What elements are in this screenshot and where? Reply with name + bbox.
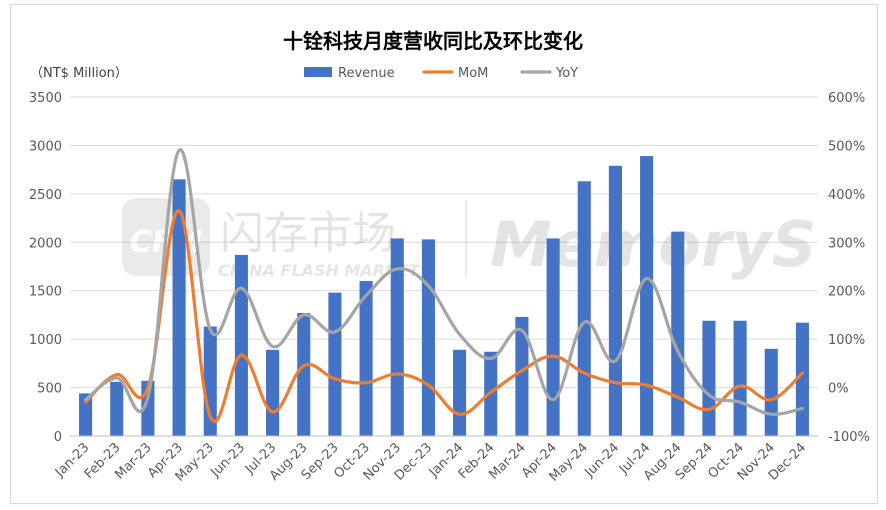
revenue-bar — [421, 239, 435, 436]
revenue-bar — [172, 179, 186, 437]
legend: Revenue MoM YoY — [304, 66, 578, 81]
watermark: CFM 闪存市场 CHINA FLASH MARKET MemoryS — [122, 198, 817, 281]
revenue-bar — [79, 393, 93, 436]
revenue-bar — [546, 238, 560, 436]
x-tick-label: Jun-23 — [208, 440, 249, 481]
revenue-bar — [359, 281, 373, 436]
y-tick-label: 0 — [54, 430, 62, 445]
revenue-bar — [702, 320, 716, 436]
legend-label-yoy: YoY — [555, 66, 578, 81]
gridlines — [70, 96, 818, 437]
revenue-bar — [640, 156, 654, 436]
legend-swatch-revenue — [304, 67, 332, 77]
mom-line — [83, 209, 805, 423]
watermark-cn-text: 闪存市场 — [220, 208, 396, 259]
chart-frame — [10, 4, 878, 504]
revenue-bar — [297, 312, 311, 436]
revenue-bar — [671, 231, 685, 436]
revenue-bar — [453, 349, 467, 436]
y2-tick-label: -100% — [828, 430, 870, 445]
watermark-en-text: CHINA FLASH MARKET — [218, 261, 420, 280]
y2-tick-label: 0% — [828, 382, 849, 397]
revenue-bar — [733, 320, 747, 436]
revenue-bar — [266, 349, 280, 436]
y-tick-label: 3500 — [29, 91, 62, 106]
y-tick-label: 2500 — [29, 188, 62, 203]
legend-label-revenue: Revenue — [338, 66, 395, 81]
y-tick-label: 3000 — [29, 139, 62, 154]
y2-tick-label: 100% — [828, 333, 865, 348]
revenue-bar — [608, 165, 622, 437]
chart-title: 十铨科技月度营收同比及环比变化 — [283, 29, 583, 53]
y-axis-unit-label: （NT$ Million） — [30, 66, 128, 81]
y-tick-label: 500 — [37, 382, 62, 397]
y2-tick-label: 600% — [828, 91, 865, 106]
revenue-bar — [515, 316, 529, 436]
y2-tick-label: 400% — [828, 188, 865, 203]
revenue-bar — [234, 254, 248, 436]
x-tick-label: Jun-24 — [582, 440, 623, 481]
revenue-bar — [390, 238, 404, 436]
yoy-line — [83, 148, 805, 416]
legend-label-mom: MoM — [458, 66, 488, 81]
revenue-bar — [764, 348, 778, 436]
watermark-brand-text: MemoryS — [490, 208, 817, 281]
y-tick-label: 1500 — [29, 285, 62, 300]
y-tick-label: 1000 — [29, 333, 62, 348]
revenue-bar — [328, 292, 342, 436]
y2-tick-label: 500% — [828, 139, 865, 154]
y-tick-label: 2000 — [29, 236, 62, 251]
y2-tick-label: 300% — [828, 236, 865, 251]
revenue-bar — [577, 181, 591, 436]
y2-tick-label: 200% — [828, 285, 865, 300]
line-series — [83, 148, 805, 423]
revenue-bar — [110, 381, 124, 436]
